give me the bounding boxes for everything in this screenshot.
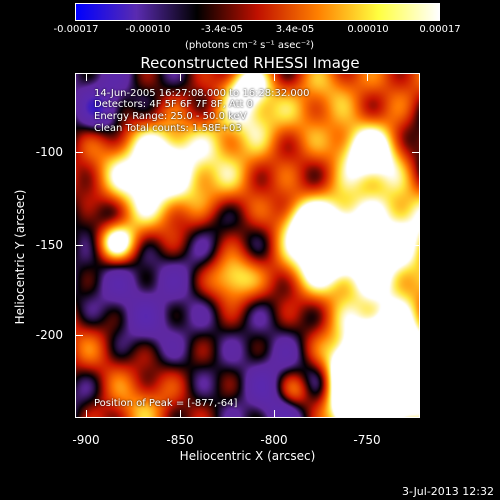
axis-tick-mark [75,335,83,336]
plot-title: Reconstructed RHESSI Image [140,54,360,72]
colorbar-tick: 3.4e-05 [275,24,315,35]
y-tick-label: -100 [35,145,63,159]
axis-tick-mark [180,410,181,418]
y-tick-label: -200 [35,328,63,342]
axis-tick-mark [75,152,83,153]
info-clean: Clean Total counts: 1.58E+03 [94,123,242,134]
rhessi-image [75,73,420,418]
y-tick-label: -150 [35,238,63,252]
colorbar-tick: -3.4e-05 [201,24,243,35]
x-tick-label: -850 [166,433,194,447]
info-detectors: Detectors: 4F 5F 6F 7F 8F, Att 0 [94,99,254,110]
axis-tick-mark [412,152,420,153]
axis-tick-mark [86,410,87,418]
axis-tick-mark [412,245,420,246]
x-axis-label: Heliocentric X (arcsec) [179,449,316,463]
plot-date: 3-Jul-2013 12:32 [401,485,494,498]
axis-tick-mark [274,410,275,418]
axis-tick-mark [412,335,420,336]
axis-tick-mark [75,245,83,246]
info-time: 14-Jun-2005 16:27:08.000 to 16:28:32.000 [94,88,310,99]
x-tick-label: -750 [353,433,381,447]
colorbar-tick: -0.00010 [125,24,171,35]
colorbar-tick: 0.00017 [419,24,461,35]
colorbar-tick: 0.00010 [347,24,389,35]
axis-tick-mark [367,410,368,418]
axis-tick-mark [367,73,368,81]
axis-tick-mark [86,73,87,81]
info-peak: Position of Peak = [-877,-64] [94,398,238,409]
axis-tick-mark [180,73,181,81]
x-tick-label: -800 [260,433,288,447]
y-axis-label: Heliocentric Y (arcsec) [13,189,27,325]
axis-tick-mark [274,73,275,81]
x-tick-label: -900 [72,433,100,447]
info-energy: Energy Range: 25.0 - 50.0 keV [94,111,247,122]
colorbar-tick: -0.00017 [53,24,99,35]
colorbar-units: (photons cm⁻² s⁻¹ asec⁻²) [185,40,315,51]
colorbar [75,3,440,21]
